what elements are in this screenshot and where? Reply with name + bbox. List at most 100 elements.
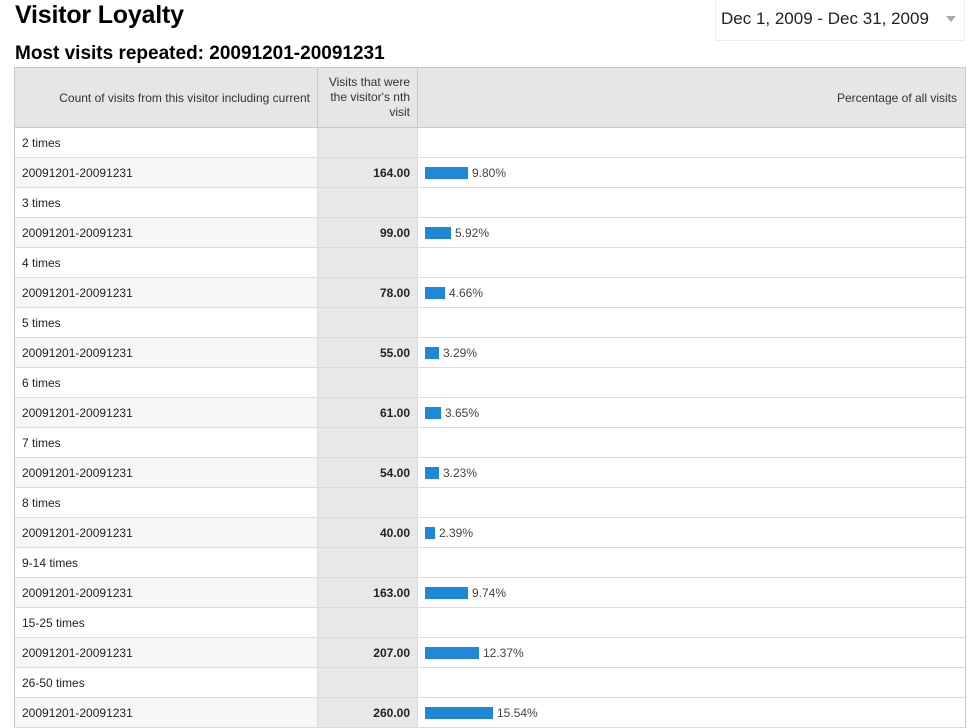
date-range-picker[interactable]: Dec 1, 2009 - Dec 31, 2009 — [715, 0, 965, 41]
group-label: 4 times — [15, 248, 317, 277]
table-group-row[interactable]: 4 times — [15, 248, 965, 278]
table-group-row[interactable]: 26-50 times — [15, 668, 965, 698]
period-cell: 20091201-20091231 — [15, 698, 317, 727]
column-header-percentage[interactable]: Percentage of all visits — [836, 90, 957, 105]
percentage-cell: 9.80% — [418, 158, 965, 187]
table-group-row[interactable]: 5 times — [15, 308, 965, 338]
percentage-cell: 15.54% — [418, 698, 965, 727]
table-row[interactable]: 20091201-20091231 40.00 2.39% — [15, 518, 965, 548]
group-percentage-cell — [418, 428, 965, 457]
table-group-row[interactable]: 2 times — [15, 128, 965, 158]
group-visits-cell — [317, 308, 418, 337]
visits-cell: 54.00 — [317, 458, 418, 487]
visits-cell: 78.00 — [317, 278, 418, 307]
percentage-cell: 2.39% — [418, 518, 965, 547]
group-visits-cell — [317, 668, 418, 697]
visits-cell: 99.00 — [317, 218, 418, 247]
percentage-cell: 3.23% — [418, 458, 965, 487]
percentage-label: 3.29% — [443, 345, 478, 360]
percentage-cell: 3.29% — [418, 338, 965, 367]
table-body: 2 times 20091201-20091231 164.00 9.80% 3 tim… — [15, 128, 965, 728]
table-row[interactable]: 20091201-20091231 55.00 3.29% — [15, 338, 965, 368]
percentage-cell: 9.74% — [418, 578, 965, 607]
percentage-bar — [425, 526, 435, 539]
period-cell: 20091201-20091231 — [15, 278, 317, 307]
table-group-row[interactable]: 3 times — [15, 188, 965, 218]
percentage-label: 15.54% — [497, 705, 538, 720]
group-label: 8 times — [15, 488, 317, 517]
percentage-cell: 3.65% — [418, 398, 965, 427]
period-cell: 20091201-20091231 — [15, 638, 317, 667]
group-percentage-cell — [418, 368, 965, 397]
group-percentage-cell — [418, 248, 965, 277]
group-visits-cell — [317, 488, 418, 517]
group-visits-cell — [317, 368, 418, 397]
period-cell: 20091201-20091231 — [15, 578, 317, 607]
group-label: 5 times — [15, 308, 317, 337]
percentage-cell: 12.37% — [418, 638, 965, 667]
date-range-label: Dec 1, 2009 - Dec 31, 2009 — [721, 9, 929, 28]
table-group-row[interactable]: 8 times — [15, 488, 965, 518]
table-header: Count of visits from this visitor includ… — [15, 68, 965, 128]
period-cell: 20091201-20091231 — [15, 518, 317, 547]
group-visits-cell — [317, 188, 418, 217]
page-title: Visitor Loyalty — [15, 1, 184, 29]
table-group-row[interactable]: 7 times — [15, 428, 965, 458]
table-group-row[interactable]: 9-14 times — [15, 548, 965, 578]
report-title: Most visits repeated: 20091201-20091231 — [15, 43, 385, 64]
percentage-label: 4.66% — [449, 285, 484, 300]
period-cell: 20091201-20091231 — [15, 158, 317, 187]
percentage-bar — [425, 406, 441, 419]
percentage-bar — [425, 166, 468, 179]
visits-cell: 163.00 — [317, 578, 418, 607]
table-row[interactable]: 20091201-20091231 207.00 12.37% — [15, 638, 965, 668]
percentage-bar — [425, 346, 439, 359]
group-percentage-cell — [418, 188, 965, 217]
column-header-nth-visits[interactable]: Visits that were the visitor's nth visit — [317, 68, 418, 127]
group-visits-cell — [317, 128, 418, 157]
group-percentage-cell — [418, 668, 965, 697]
group-visits-cell — [317, 248, 418, 277]
percentage-label: 2.39% — [439, 525, 474, 540]
percentage-bar — [425, 226, 451, 239]
percentage-label: 3.65% — [445, 405, 480, 420]
percentage-bar — [425, 286, 445, 299]
group-percentage-cell — [418, 608, 965, 637]
table-row[interactable]: 20091201-20091231 54.00 3.23% — [15, 458, 965, 488]
percentage-bar — [425, 706, 493, 719]
group-percentage-cell — [418, 488, 965, 517]
visits-cell: 164.00 — [317, 158, 418, 187]
group-label: 3 times — [15, 188, 317, 217]
table-row[interactable]: 20091201-20091231 260.00 15.54% — [15, 698, 965, 728]
percentage-bar — [425, 586, 468, 599]
table-row[interactable]: 20091201-20091231 61.00 3.65% — [15, 398, 965, 428]
group-label: 26-50 times — [15, 668, 317, 697]
group-percentage-cell — [418, 308, 965, 337]
group-label: 9-14 times — [15, 548, 317, 577]
group-visits-cell — [317, 548, 418, 577]
table-group-row[interactable]: 6 times — [15, 368, 965, 398]
table-row[interactable]: 20091201-20091231 78.00 4.66% — [15, 278, 965, 308]
column-header-visit-count[interactable]: Count of visits from this visitor includ… — [59, 90, 310, 105]
percentage-bar — [425, 646, 479, 659]
table-row[interactable]: 20091201-20091231 164.00 9.80% — [15, 158, 965, 188]
visits-cell: 61.00 — [317, 398, 418, 427]
group-label: 6 times — [15, 368, 317, 397]
group-label: 2 times — [15, 128, 317, 157]
group-visits-cell — [317, 428, 418, 457]
visits-cell: 40.00 — [317, 518, 418, 547]
visits-cell: 55.00 — [317, 338, 418, 367]
table-group-row[interactable]: 15-25 times — [15, 608, 965, 638]
period-cell: 20091201-20091231 — [15, 338, 317, 367]
percentage-label: 5.92% — [455, 225, 490, 240]
period-cell: 20091201-20091231 — [15, 458, 317, 487]
group-visits-cell — [317, 608, 418, 637]
group-percentage-cell — [418, 128, 965, 157]
period-cell: 20091201-20091231 — [15, 398, 317, 427]
visits-cell: 260.00 — [317, 698, 418, 727]
group-label: 7 times — [15, 428, 317, 457]
table-row[interactable]: 20091201-20091231 163.00 9.74% — [15, 578, 965, 608]
chevron-down-icon[interactable] — [946, 16, 956, 22]
table-row[interactable]: 20091201-20091231 99.00 5.92% — [15, 218, 965, 248]
loyalty-table: Count of visits from this visitor includ… — [14, 67, 966, 728]
